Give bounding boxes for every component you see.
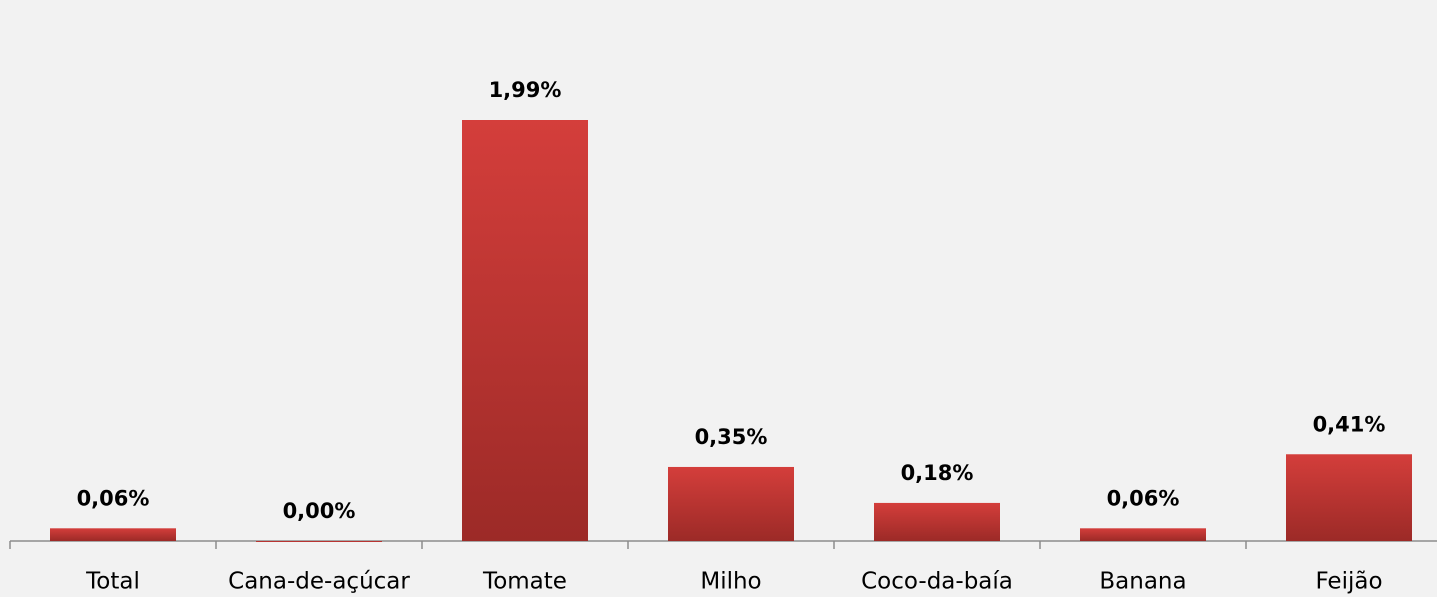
- value-label: 1,99%: [489, 78, 562, 102]
- value-label: 0,06%: [77, 486, 150, 510]
- bar: [50, 528, 176, 541]
- bar: [1286, 454, 1412, 541]
- x-tick-label: Banana: [1099, 569, 1186, 595]
- x-tick-label: Feijão: [1315, 569, 1382, 595]
- bar: [462, 120, 588, 541]
- value-label: 0,00%: [283, 499, 356, 523]
- bar: [874, 502, 1000, 541]
- x-tick-label: Tomate: [482, 569, 567, 595]
- value-label: 0,06%: [1107, 486, 1180, 510]
- x-tick-label: Coco-da-baía: [861, 569, 1013, 595]
- x-tick-label: Milho: [700, 569, 761, 595]
- bar: [1080, 528, 1206, 541]
- x-tick-label: Cana-de-açúcar: [228, 569, 410, 595]
- x-tick-label: Total: [85, 569, 140, 595]
- value-label: 0,18%: [901, 461, 974, 485]
- bar: [668, 466, 794, 541]
- value-label: 0,41%: [1313, 412, 1386, 436]
- value-label: 0,35%: [695, 425, 768, 449]
- bar: [256, 541, 382, 542]
